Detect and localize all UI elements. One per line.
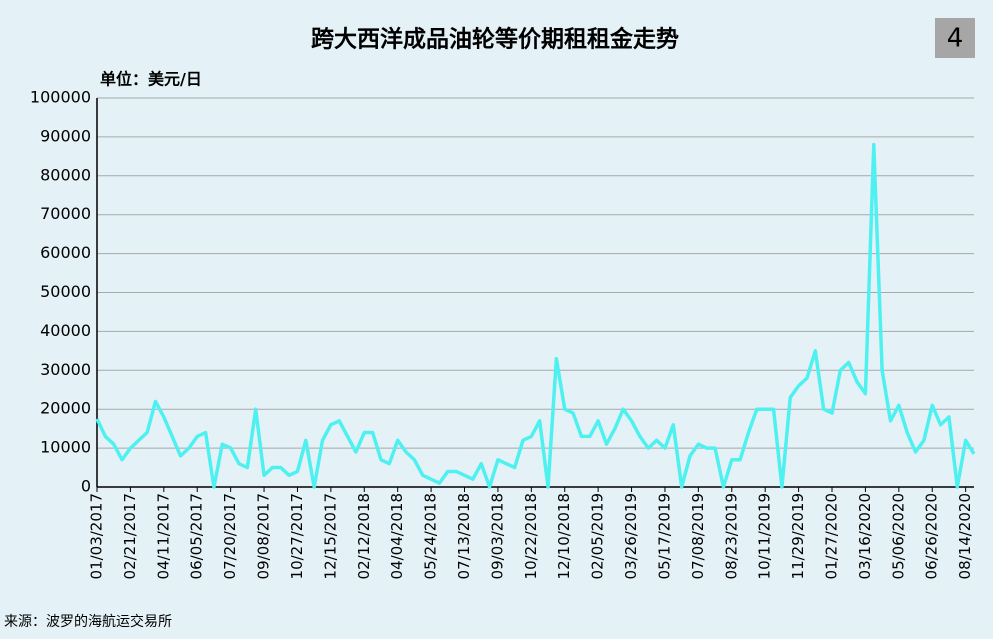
- x-tick-label: 05/06/2020: [889, 493, 907, 579]
- x-tick-label: 08/14/2020: [956, 493, 974, 579]
- y-tick-label: 100000: [30, 88, 91, 107]
- x-tick-label: 04/11/2017: [154, 493, 172, 579]
- x-tick-label: 01/27/2020: [823, 493, 841, 579]
- y-tick-label: 40000: [40, 321, 91, 340]
- x-tick-label: 02/21/2017: [121, 493, 139, 579]
- x-tick-label: 09/08/2017: [255, 493, 273, 579]
- y-tick-label: 50000: [40, 282, 91, 301]
- y-tick-label: 10000: [40, 438, 91, 457]
- chart-title: 跨大西洋成品油轮等价期租租金走势: [311, 26, 679, 53]
- y-tick-label: 90000: [40, 126, 91, 145]
- unit-label: 单位：美元/日: [100, 70, 202, 89]
- y-tick-label: 30000: [40, 360, 91, 379]
- x-tick-label: 02/12/2018: [355, 493, 373, 579]
- y-tick-label: 70000: [40, 204, 91, 223]
- y-tick-label: 80000: [40, 165, 91, 184]
- y-tick-label: 20000: [40, 399, 91, 418]
- x-tick-label: 02/05/2019: [589, 493, 607, 579]
- x-tick-label: 09/03/2018: [488, 493, 506, 579]
- x-tick-label: 12/15/2017: [321, 493, 339, 579]
- x-tick-label: 07/08/2019: [689, 493, 707, 579]
- x-tick-label: 05/17/2019: [655, 493, 673, 579]
- badge-label: 4: [947, 24, 964, 54]
- x-tick-label: 03/16/2020: [856, 493, 874, 579]
- x-tick-label: 07/20/2017: [221, 493, 239, 579]
- x-tick-label: 12/10/2018: [555, 493, 573, 579]
- source: 来源：波罗的海航运交易所: [4, 613, 172, 630]
- x-tick-label: 06/26/2020: [923, 493, 941, 579]
- x-tick-label: 10/11/2019: [756, 493, 774, 579]
- y-tick-label: 0: [81, 477, 91, 496]
- y-tick-label: 60000: [40, 243, 91, 262]
- x-tick-label: 10/22/2018: [522, 493, 540, 579]
- x-tick-label: 11/29/2019: [789, 493, 807, 579]
- data-line: [95, 142, 976, 489]
- x-tick-label: 08/23/2019: [722, 493, 740, 579]
- x-tick-label: 03/26/2019: [622, 493, 640, 579]
- x-tick-label: 05/24/2018: [422, 493, 440, 579]
- x-tick-label: 06/05/2017: [188, 493, 206, 579]
- badge: [935, 18, 975, 58]
- x-tick-label: 04/04/2018: [388, 493, 406, 579]
- x-tick-label: 01/03/2017: [88, 493, 106, 579]
- x-tick-label: 10/27/2017: [288, 493, 306, 579]
- x-tick-label: 07/13/2018: [455, 493, 473, 579]
